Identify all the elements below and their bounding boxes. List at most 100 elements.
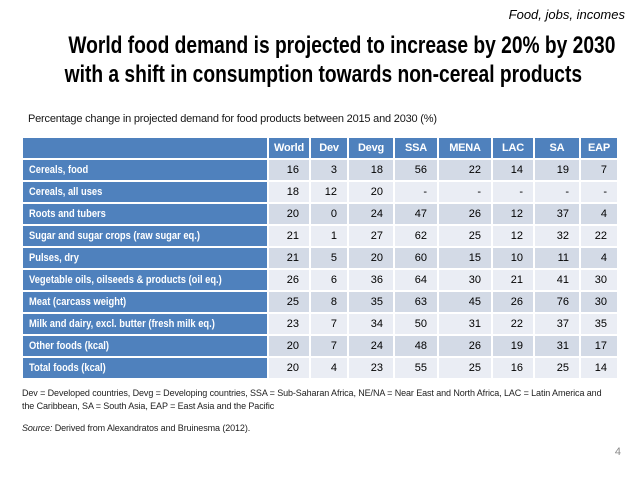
table-cell: 18: [347, 158, 395, 182]
slide-title-line2: with a shift in consumption towards non-…: [64, 61, 583, 88]
table-cell: 4: [579, 202, 619, 226]
table-cell: 22: [437, 158, 493, 182]
table-cell: 17: [579, 334, 619, 358]
table-cell: 25: [267, 290, 311, 314]
table-cell: 47: [393, 202, 439, 226]
table-cell: -: [533, 180, 581, 204]
table-cell: 7: [579, 158, 619, 182]
table-cell: -: [393, 180, 439, 204]
row-label: Cereals, food: [21, 158, 269, 182]
row-label: Total foods (kcal): [21, 356, 269, 380]
slide-kicker: Food, jobs, incomes: [508, 7, 625, 22]
table-cell: 50: [393, 312, 439, 336]
table-cell: 35: [579, 312, 619, 336]
page-number: 4: [614, 446, 621, 458]
table-cell: 22: [491, 312, 535, 336]
table-cell: -: [491, 180, 535, 204]
table-cell: 3: [309, 158, 349, 182]
table-cell: 20: [347, 180, 395, 204]
table-cell: 21: [491, 268, 535, 292]
table-cell: 14: [491, 158, 535, 182]
table-cell: 41: [533, 268, 581, 292]
table-cell: 26: [491, 290, 535, 314]
table-cell: 37: [533, 202, 581, 226]
table-cell: 4: [579, 246, 619, 270]
slide-title: World food demand is projected to increa…: [0, 31, 638, 89]
table-cell: 24: [347, 202, 395, 226]
source-text: Derived from Alexandratos and Bruinesma …: [52, 423, 251, 433]
column-header-devg: Devg: [347, 136, 395, 160]
table-row: Other foods (kcal) 20 7 24 48 26 19 31 1…: [21, 334, 619, 358]
table-cell: -: [437, 180, 493, 204]
table-cell: 18: [267, 180, 311, 204]
table-cell: 26: [437, 334, 493, 358]
demand-table: World Dev Devg SSA MENA LAC SA EAP Cerea…: [21, 136, 619, 380]
table-cell: 0: [309, 202, 349, 226]
table-cell: 14: [579, 356, 619, 380]
source-label: Source:: [22, 423, 53, 433]
table-cell: 56: [393, 158, 439, 182]
column-header-world: World: [267, 136, 311, 160]
row-label: Other foods (kcal): [21, 334, 269, 358]
table-cell: 16: [491, 356, 535, 380]
table-cell: 32: [533, 224, 581, 248]
table-cell: 19: [533, 158, 581, 182]
table-cell: 12: [491, 224, 535, 248]
row-label: Roots and tubers: [21, 202, 269, 226]
table-row: Roots and tubers 20 0 24 47 26 12 37 4: [21, 202, 619, 226]
table-caption: Percentage change in projected demand fo…: [28, 113, 437, 125]
table-cell: 36: [347, 268, 395, 292]
column-header-dev: Dev: [309, 136, 349, 160]
column-header-lac: LAC: [491, 136, 535, 160]
slide-title-line1: World food demand is projected to increa…: [68, 32, 616, 59]
row-label: Pulses, dry: [21, 246, 269, 270]
column-header-eap: EAP: [579, 136, 619, 160]
table-cell: 25: [437, 356, 493, 380]
table-cell-highlighted: 20: [267, 356, 311, 380]
table-cell: -: [579, 180, 619, 204]
table-row-total: Total foods (kcal) 20 4 23 55 25 16 25 1…: [21, 356, 619, 380]
demand-table-wrapper: World Dev Devg SSA MENA LAC SA EAP Cerea…: [21, 136, 619, 380]
row-label: Meat (carcass weight): [21, 290, 269, 314]
table-cell: 21: [267, 224, 311, 248]
table-cell: 10: [491, 246, 535, 270]
row-label: Sugar and sugar crops (raw sugar eq.): [21, 224, 269, 248]
table-cell: 37: [533, 312, 581, 336]
table-cell: 20: [347, 246, 395, 270]
table-row: Cereals, food 16 3 18 56 22 14 19 7: [21, 158, 619, 182]
table-cell: 23: [267, 312, 311, 336]
table-cell: 25: [437, 224, 493, 248]
table-cell: 20: [267, 202, 311, 226]
table-cell: 31: [437, 312, 493, 336]
table-cell: 64: [393, 268, 439, 292]
table-cell: 19: [491, 334, 535, 358]
row-label: Vegetable oils, oilseeds & products (oil…: [21, 268, 269, 292]
source-note: Source: Derived from Alexandratos and Br…: [22, 423, 614, 433]
table-cell: 45: [437, 290, 493, 314]
table-row: Milk and dairy, excl. butter (fresh milk…: [21, 312, 619, 336]
table-cell: 23: [347, 356, 395, 380]
table-row: Pulses, dry 21 5 20 60 15 10 11 4: [21, 246, 619, 270]
table-cell: 26: [267, 268, 311, 292]
table-cell: 76: [533, 290, 581, 314]
table-cell: 62: [393, 224, 439, 248]
table-cell: 12: [309, 180, 349, 204]
column-header-mena: MENA: [437, 136, 493, 160]
column-header-ssa: SSA: [393, 136, 439, 160]
abbreviation-notes: Dev = Developed countries, Devg = Develo…: [22, 388, 602, 411]
table-cell: 20: [267, 334, 311, 358]
table-cell: 31: [533, 334, 581, 358]
table-cell: 12: [491, 202, 535, 226]
table-cell: 21: [267, 246, 311, 270]
table-cell: 6: [309, 268, 349, 292]
column-header-sa: SA: [533, 136, 581, 160]
table-cell: 26: [437, 202, 493, 226]
table-cell: 63: [393, 290, 439, 314]
column-header-blank: [21, 136, 269, 160]
table-row: Meat (carcass weight) 25 8 35 63 45 26 7…: [21, 290, 619, 314]
table-cell: 24: [347, 334, 395, 358]
table-cell: 30: [579, 268, 619, 292]
table-cell: 60: [393, 246, 439, 270]
table-cell: 48: [393, 334, 439, 358]
table-cell: 15: [437, 246, 493, 270]
